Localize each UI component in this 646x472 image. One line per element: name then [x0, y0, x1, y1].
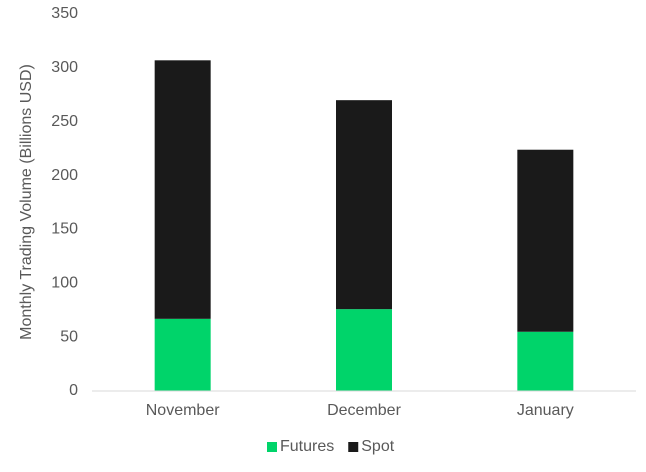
y-tick-label: 250: [51, 113, 78, 130]
legend-swatch: [267, 442, 277, 452]
y-tick-label: 100: [51, 275, 78, 292]
y-tick-label: 150: [51, 221, 78, 238]
legend-swatch: [348, 442, 359, 452]
legend-label: Futures: [280, 438, 334, 455]
y-axis-label: Monthly Trading Volume (Billions USD): [18, 64, 35, 340]
bar-segment: [336, 309, 392, 391]
bar-segment: [154, 318, 211, 391]
y-tick-label: 50: [60, 328, 78, 345]
x-tick-label: December: [327, 402, 401, 419]
x-tick-label: January: [517, 402, 574, 419]
x-tick-label: November: [146, 402, 220, 419]
y-tick-label: 200: [51, 167, 78, 184]
y-tick-label: 300: [51, 59, 78, 76]
y-tick-label: 350: [51, 5, 78, 22]
y-tick-label: 0: [69, 382, 78, 399]
bar-segment: [154, 60, 211, 319]
bar-segment: [336, 100, 392, 310]
legend-label: Spot: [361, 438, 394, 455]
bar-segment: [517, 331, 574, 391]
bar-segment: [517, 149, 574, 332]
